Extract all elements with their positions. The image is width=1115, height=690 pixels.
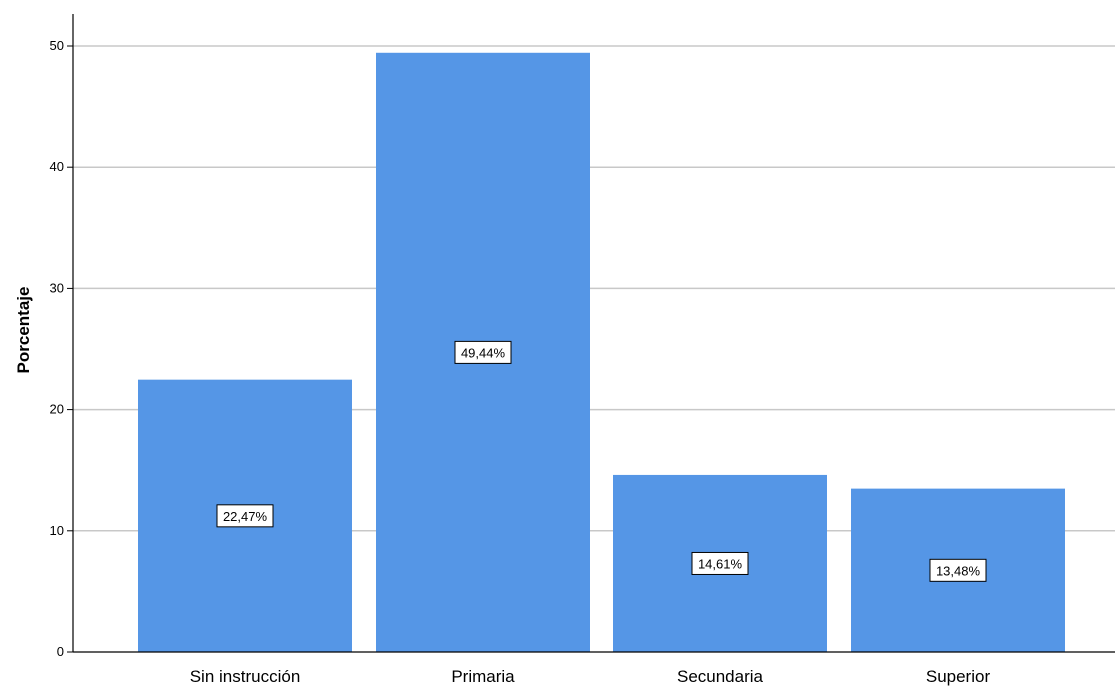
data-label: 22,47% (223, 509, 268, 524)
y-tick-label: 50 (50, 38, 64, 53)
x-tick-label: Primaria (451, 667, 515, 686)
data-label: 14,61% (698, 556, 743, 571)
data-label-box (691, 551, 749, 575)
bars (138, 52, 1065, 652)
x-tick-label: Sin instrucción (190, 667, 301, 686)
data-label: 49,44% (461, 345, 506, 360)
data-label-box (454, 340, 512, 364)
axes: 0 10 20 30 40 50 Sin instrucción Primaria Secund… (50, 14, 1115, 686)
y-tick-label: 0 (57, 644, 64, 659)
y-tick-label: 30 (50, 280, 64, 295)
y-tick-label: 20 (50, 402, 64, 417)
x-tick-label: Secundaria (677, 667, 764, 686)
y-tick-label: 10 (50, 523, 64, 538)
data-labels: 22,47% 49,44% 14,61% 13,48% (216, 340, 987, 582)
y-axis-label: Porcentaje (14, 287, 33, 374)
data-label: 13,48% (936, 563, 981, 578)
y-tick-label: 40 (50, 159, 64, 174)
data-label-box (216, 504, 274, 528)
x-tick-label: Superior (926, 667, 991, 686)
data-label-box (929, 558, 987, 582)
